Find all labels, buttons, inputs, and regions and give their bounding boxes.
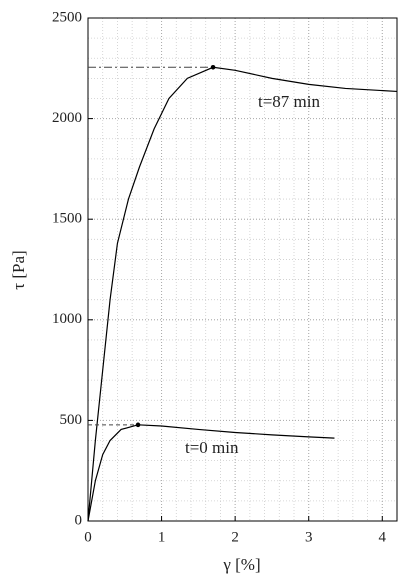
y-tick-label: 0 (75, 512, 83, 528)
y-tick-label: 1500 (52, 211, 82, 227)
y-axis-label: τ [Pa] (9, 250, 28, 289)
series-label: t=87 min (258, 92, 321, 111)
peak-marker (135, 422, 141, 428)
series-line (87, 66, 398, 522)
x-tick-label: 2 (231, 529, 239, 545)
y-tick-label: 1000 (52, 311, 82, 327)
peak-marker (210, 64, 216, 70)
y-tick-label: 2500 (52, 9, 82, 25)
x-axis-label: γ [%] (222, 555, 260, 574)
y-tick-label: 2000 (52, 110, 82, 126)
x-tick-label: 3 (305, 529, 313, 545)
y-tick-label: 500 (60, 412, 83, 428)
series-line (87, 424, 335, 522)
x-tick-label: 0 (84, 529, 92, 545)
series-label: t=0 min (185, 438, 239, 457)
plot-frame (87, 17, 398, 522)
x-tick-label: 4 (379, 529, 387, 545)
x-tick-label: 1 (158, 529, 166, 545)
